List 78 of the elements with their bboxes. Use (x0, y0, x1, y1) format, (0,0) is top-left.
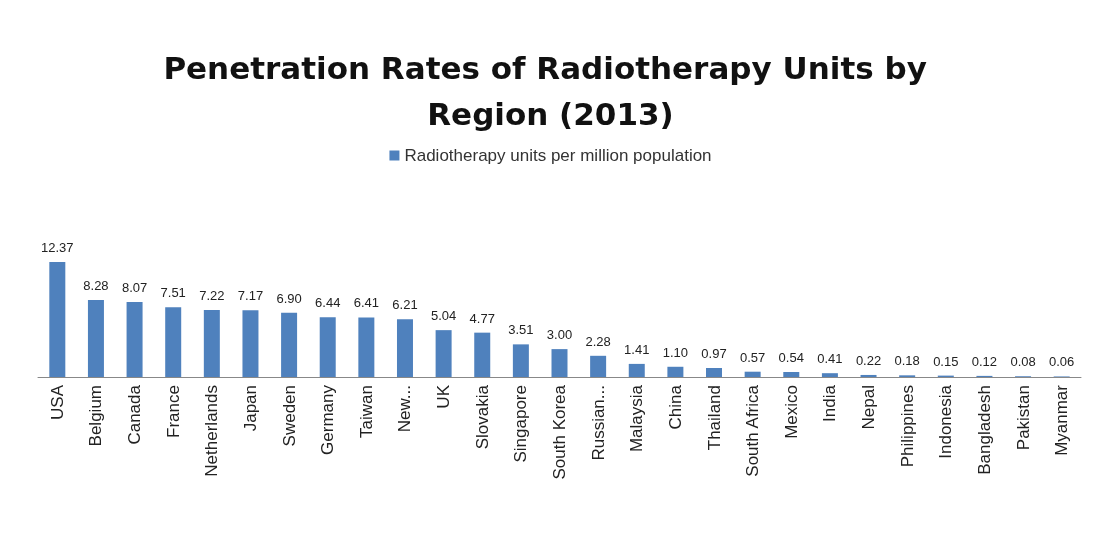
bar (203, 309, 220, 377)
bar (706, 367, 723, 377)
x-tick-label: Japan (240, 385, 260, 432)
bar (821, 373, 838, 377)
data-label: 6.90 (276, 290, 302, 306)
x-tick-label: Pakistan (1013, 385, 1033, 451)
data-label: 0.54 (778, 349, 804, 365)
x-tick-label: Nepal (859, 385, 879, 430)
bar (358, 317, 375, 377)
data-label: 3.00 (546, 327, 573, 343)
bar (783, 371, 800, 377)
data-label: 6.41 (353, 295, 380, 311)
x-tick-label: France (163, 385, 183, 438)
data-label: 8.28 (83, 278, 109, 294)
x-tick-label: South Africa (743, 384, 763, 477)
bar (744, 371, 761, 377)
bar (87, 300, 104, 377)
data-label: 3.51 (508, 322, 534, 338)
x-tick-label: India (820, 384, 840, 422)
bar (126, 301, 143, 377)
x-tick-label: Germany (318, 384, 338, 455)
data-label: 4.77 (469, 310, 495, 326)
chart-title: Penetration Rates of Radiotherapy Units by Region (2013) (163, 50, 938, 132)
bar (435, 330, 452, 377)
data-label: 7.22 (199, 287, 225, 303)
x-tick-label: Myanmar (1052, 384, 1072, 456)
data-label: 12.37 (41, 240, 74, 255)
x-tick-label: New... (395, 385, 415, 433)
bar (590, 355, 607, 377)
data-label: 8.07 (121, 279, 148, 295)
data-label: 7.51 (160, 285, 186, 301)
data-label: 0.18 (894, 353, 920, 369)
x-tick-label: USA (47, 384, 67, 420)
x-tick-label: Russian... (588, 385, 608, 461)
bar (319, 317, 336, 377)
x-tick-label: Netherlands (202, 385, 222, 477)
x-tick-label: South Korea (550, 384, 569, 480)
bar (165, 307, 182, 377)
data-label: 0.08 (1010, 354, 1036, 370)
bar (396, 319, 413, 377)
x-tick-label: Malaysia (627, 384, 647, 453)
x-tick-label: Thailand (704, 385, 724, 451)
data-label: 0.22 (855, 352, 882, 368)
x-tick-label: UK (434, 384, 454, 409)
data-label: 0.41 (817, 351, 843, 367)
bar (49, 262, 66, 377)
x-tick-label: Taiwan (356, 385, 376, 438)
data-label: 0.57 (739, 349, 766, 365)
x-tick-label: Belgium (86, 385, 106, 447)
bar (242, 310, 259, 377)
bar (512, 344, 529, 377)
x-tick-label: Sweden (279, 385, 299, 447)
data-label: 6.21 (392, 297, 418, 313)
x-tick-label: Slovakia (472, 384, 492, 450)
data-label: 0.06 (1049, 354, 1075, 370)
bar (628, 363, 645, 377)
x-tick-label: Canada (125, 384, 145, 445)
data-label: 1.41 (624, 341, 650, 357)
bar (474, 332, 491, 377)
bar (860, 374, 877, 377)
x-tick-label: China (665, 384, 685, 430)
data-label: 0.15 (933, 353, 959, 369)
legend-label: Radiotherapy units per million population (404, 146, 712, 165)
x-tick-label: Indonesia (936, 384, 956, 459)
x-tick-label: Bangladesh (974, 385, 994, 475)
data-label: 0.97 (701, 345, 727, 361)
data-label: 6.44 (315, 295, 341, 311)
x-tick-label: Philippines (897, 385, 917, 468)
data-label: 2.28 (585, 333, 611, 349)
data-label: 5.04 (430, 308, 457, 324)
x-tick-label: Singapore (511, 385, 531, 463)
data-label: 1.10 (662, 344, 689, 360)
bar (281, 312, 298, 377)
data-label: 7.17 (237, 288, 264, 304)
bar (551, 349, 568, 377)
data-label: 0.12 (971, 353, 998, 369)
bar (667, 366, 684, 377)
x-tick-label: Mexico (781, 385, 801, 439)
